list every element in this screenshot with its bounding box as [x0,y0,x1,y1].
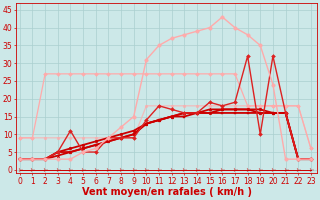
X-axis label: Vent moyen/en rafales ( km/h ): Vent moyen/en rafales ( km/h ) [82,187,252,197]
